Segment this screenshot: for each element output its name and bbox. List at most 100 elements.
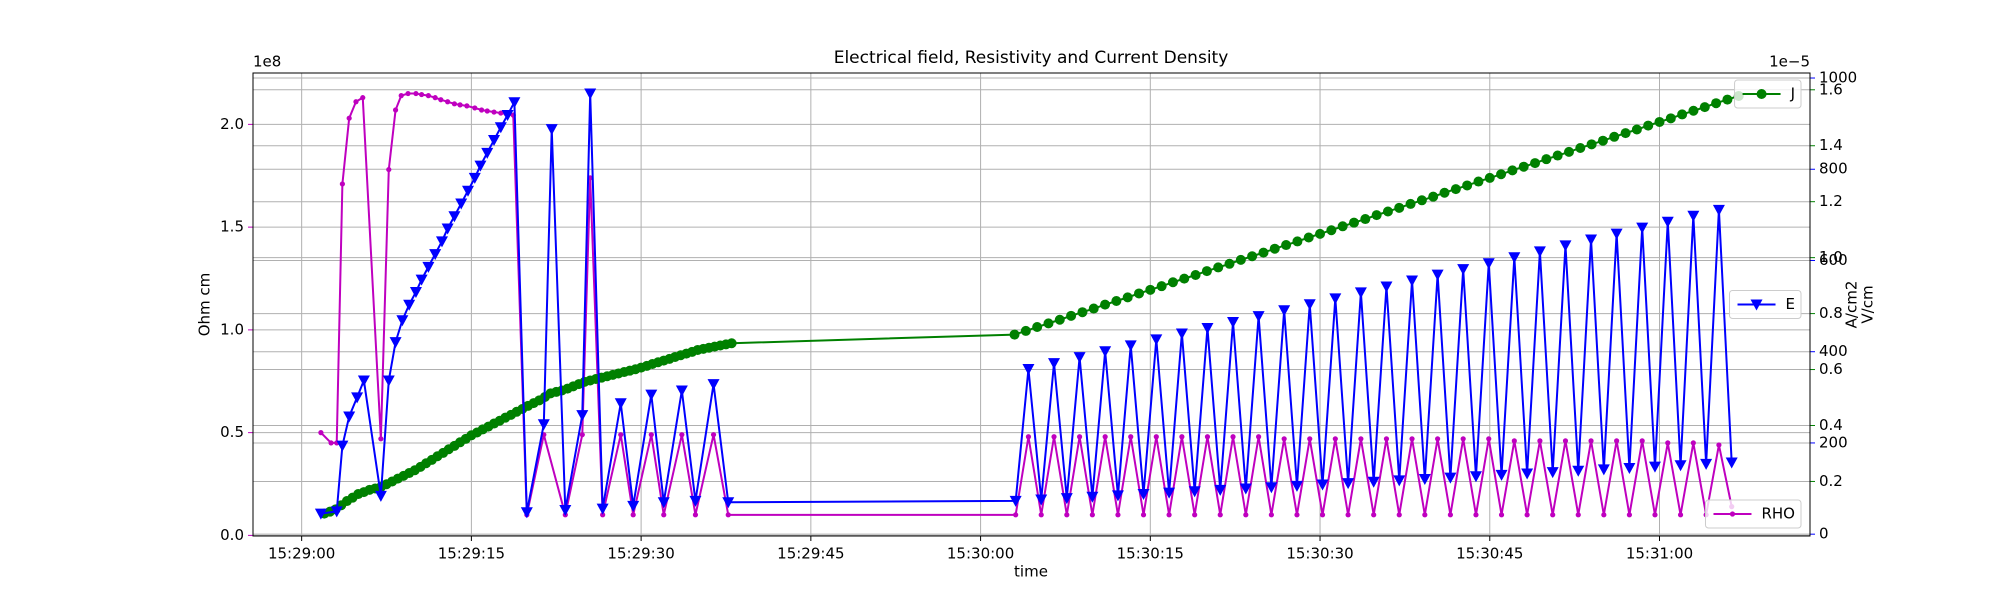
- marker: [1609, 131, 1620, 142]
- marker: [396, 315, 409, 327]
- marker: [1380, 281, 1393, 293]
- y-offset-text: 1e8: [253, 53, 281, 71]
- marker: [1140, 512, 1147, 518]
- marker: [418, 91, 425, 98]
- marker: [1406, 275, 1419, 287]
- marker: [498, 110, 504, 116]
- marker: [1652, 512, 1658, 518]
- marker: [494, 122, 507, 134]
- marker: [1175, 328, 1188, 340]
- marker: [689, 495, 702, 507]
- legend-marker: [1729, 511, 1736, 517]
- marker: [1230, 434, 1236, 440]
- y-tick-label: 0.0: [220, 526, 244, 544]
- marker: [1201, 322, 1214, 334]
- marker: [537, 419, 550, 431]
- chart-title: Electrical field, Resistivity and Curren…: [834, 48, 1229, 68]
- marker: [1508, 252, 1521, 264]
- marker: [339, 181, 345, 187]
- marker: [374, 490, 387, 502]
- marker: [1214, 484, 1227, 496]
- marker: [1447, 512, 1453, 518]
- marker: [405, 90, 411, 97]
- marker: [1269, 243, 1280, 254]
- marker: [1665, 440, 1671, 446]
- marker: [1699, 102, 1710, 113]
- marker: [1367, 476, 1380, 488]
- marker: [1217, 512, 1223, 518]
- marker: [1546, 467, 1559, 479]
- marker: [600, 512, 606, 518]
- x-axis-label: time: [1014, 563, 1048, 581]
- marker: [1022, 364, 1035, 376]
- marker: [661, 512, 667, 518]
- marker: [343, 411, 356, 423]
- marker: [1268, 512, 1274, 518]
- marker: [1252, 311, 1265, 323]
- marker: [1518, 161, 1529, 172]
- marker: [1354, 287, 1367, 299]
- marker: [382, 375, 395, 387]
- marker: [1073, 352, 1086, 364]
- marker: [1292, 236, 1303, 247]
- marker: [1524, 512, 1530, 518]
- marker: [1405, 198, 1416, 209]
- marker: [478, 107, 485, 113]
- marker: [1418, 473, 1431, 485]
- marker: [1394, 202, 1405, 213]
- marker: [1111, 296, 1122, 307]
- y-tick-label: 0.8: [1819, 304, 1843, 322]
- x-tick-label: 15:31:00: [1626, 545, 1693, 563]
- marker: [1035, 494, 1048, 506]
- marker: [1661, 216, 1674, 228]
- marker: [1393, 475, 1406, 487]
- marker: [1371, 512, 1377, 518]
- marker: [1643, 120, 1654, 131]
- marker: [484, 108, 490, 114]
- marker: [1076, 434, 1083, 440]
- marker: [501, 109, 514, 121]
- marker: [1150, 334, 1163, 346]
- marker: [1256, 434, 1262, 440]
- marker: [1315, 228, 1326, 239]
- marker: [1303, 299, 1316, 311]
- marker: [1631, 124, 1642, 135]
- marker: [1213, 262, 1224, 273]
- marker: [707, 379, 720, 391]
- marker: [1511, 438, 1517, 444]
- legend-label: J: [1790, 85, 1795, 103]
- marker: [1559, 240, 1572, 252]
- marker: [336, 440, 349, 452]
- marker: [1552, 150, 1563, 161]
- marker: [413, 90, 419, 97]
- marker: [1725, 457, 1738, 469]
- x-tick-label: 15:30:45: [1456, 545, 1523, 563]
- marker: [1204, 434, 1211, 440]
- marker: [445, 99, 451, 105]
- marker: [1360, 214, 1371, 225]
- marker: [415, 274, 428, 286]
- marker: [1457, 264, 1470, 276]
- marker: [1588, 438, 1594, 444]
- marker: [1345, 512, 1351, 518]
- marker: [726, 338, 737, 349]
- x-tick-label: 15:29:15: [438, 545, 505, 563]
- marker: [1563, 146, 1574, 157]
- marker: [1122, 292, 1133, 303]
- marker: [1428, 191, 1439, 202]
- marker: [435, 236, 448, 248]
- marker: [645, 389, 658, 401]
- marker: [472, 105, 478, 111]
- marker: [1060, 493, 1073, 505]
- marker: [474, 160, 487, 172]
- marker: [425, 93, 431, 99]
- marker: [1562, 438, 1569, 444]
- marker: [1620, 128, 1631, 139]
- marker: [1086, 491, 1099, 503]
- marker: [1111, 490, 1124, 502]
- marker: [1201, 266, 1212, 277]
- marker: [1100, 299, 1111, 310]
- x-tick-label: 15:29:45: [777, 545, 844, 563]
- y-axis-label: Ohm cm: [196, 273, 214, 337]
- marker: [1450, 184, 1461, 195]
